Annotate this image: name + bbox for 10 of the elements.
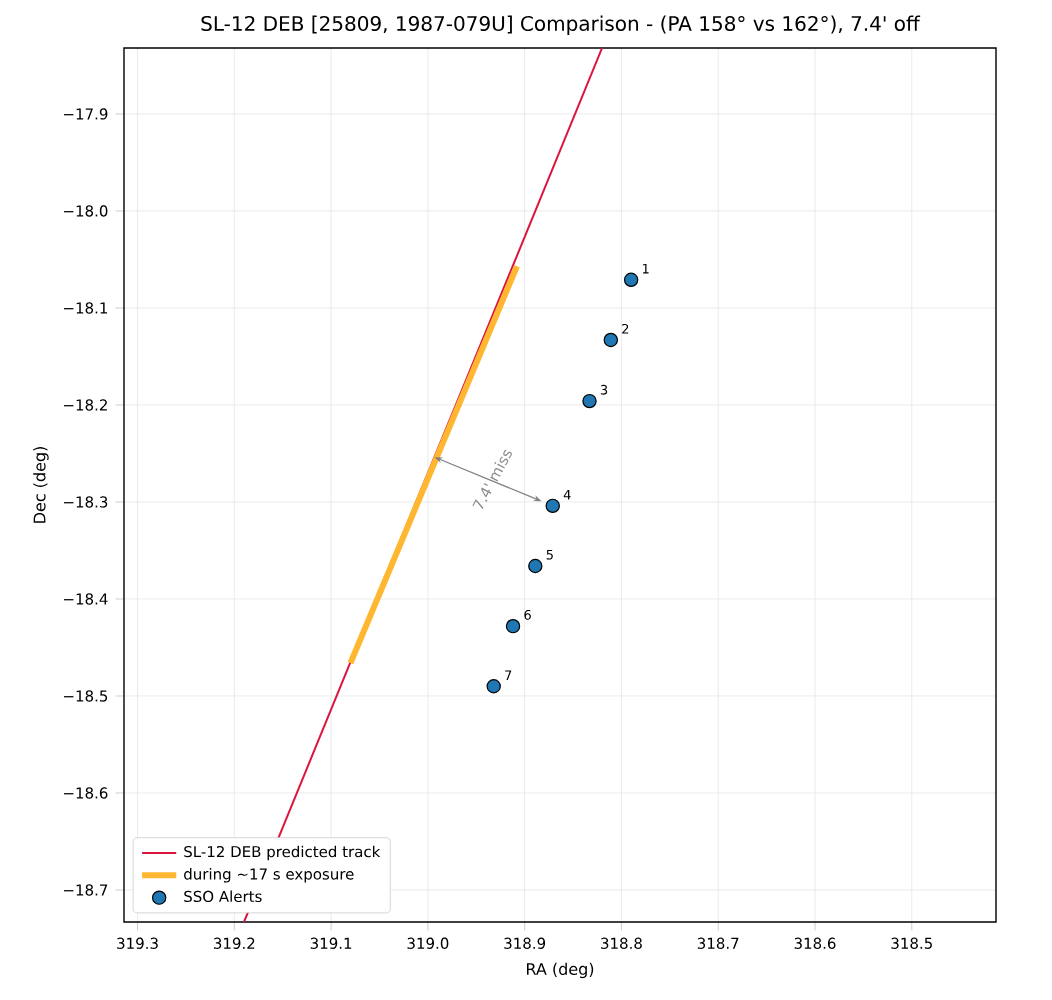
point bbox=[603, 332, 619, 348]
point bbox=[528, 558, 543, 574]
point bbox=[582, 393, 597, 409]
point bbox=[545, 498, 560, 514]
y-axis-title: Dec (deg) bbox=[33, 447, 49, 523]
point bbox=[623, 272, 639, 288]
point bbox=[486, 679, 501, 694]
x-axis-title: RA (deg) bbox=[526, 962, 594, 979]
point bbox=[505, 618, 521, 634]
chart-title: SL-12 DEB [25809, 1987-079U] Comparison - (PA 158° vs 162°), 7.4' off bbox=[201, 15, 921, 35]
